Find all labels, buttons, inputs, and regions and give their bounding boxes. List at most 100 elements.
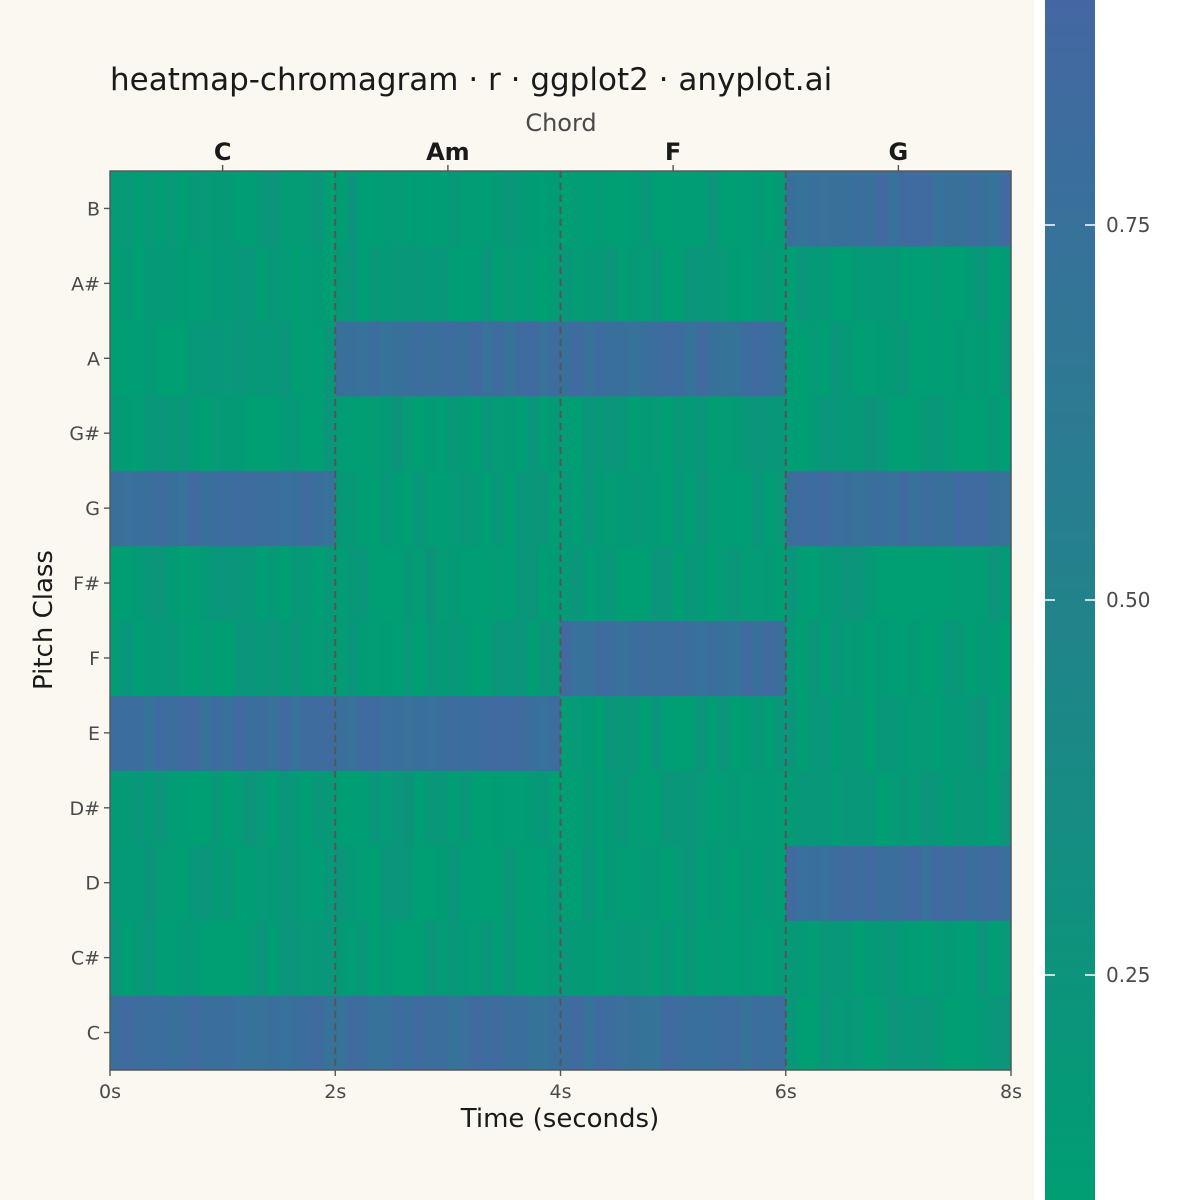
heatmap-cell xyxy=(504,620,517,697)
heatmap-cell xyxy=(177,770,190,846)
heatmap-cell xyxy=(684,395,697,472)
heatmap-cell xyxy=(616,845,629,921)
heatmap-cell xyxy=(943,620,956,697)
heatmap-cell xyxy=(121,920,134,996)
heatmap-cell xyxy=(177,545,190,622)
heatmap-cell xyxy=(357,320,370,397)
heatmap-cell xyxy=(842,695,854,771)
heatmap-cell xyxy=(414,845,426,921)
heatmap-cell xyxy=(909,770,922,846)
heatmap-cell xyxy=(920,845,933,921)
heatmap-cell xyxy=(425,695,438,771)
heatmap-cell xyxy=(143,620,156,697)
heatmap-cell xyxy=(740,845,753,921)
heatmap-cell xyxy=(616,920,629,996)
heatmap-cell xyxy=(200,245,212,322)
heatmap-cell xyxy=(470,320,483,397)
heatmap-cell xyxy=(166,695,179,771)
heatmap-cell xyxy=(290,620,303,697)
heatmap-cell xyxy=(718,245,731,322)
heatmap-cell xyxy=(661,920,674,996)
heatmap-cell xyxy=(222,470,235,547)
heatmap-cell xyxy=(763,845,776,921)
heatmap-cell xyxy=(515,695,528,771)
heatmap-cell xyxy=(402,695,415,771)
heatmap-cell xyxy=(549,171,562,247)
heatmap-cell xyxy=(549,920,562,996)
heatmap-cell xyxy=(143,695,156,771)
heatmap-cell xyxy=(729,920,742,996)
heatmap-cell xyxy=(661,695,674,771)
heatmap-cell xyxy=(684,695,697,771)
heatmap-cell xyxy=(470,920,483,996)
heatmap-cell xyxy=(943,770,956,846)
heatmap-cell xyxy=(211,695,224,771)
heatmap-cell xyxy=(301,320,314,397)
heatmap-cell xyxy=(605,245,618,322)
y-tick-label: C# xyxy=(71,948,100,970)
heatmap-cell xyxy=(932,695,945,771)
heatmap-cell xyxy=(819,695,832,771)
heatmap-cell xyxy=(188,695,201,771)
heatmap-cell xyxy=(661,171,674,247)
heatmap-cell xyxy=(898,620,911,697)
heatmap-cell xyxy=(616,695,629,771)
heatmap-cell xyxy=(537,770,550,846)
heatmap-cell xyxy=(391,845,404,921)
heatmap-cell xyxy=(639,620,652,697)
heatmap-cell xyxy=(830,395,843,472)
heatmap-cell xyxy=(594,920,607,996)
heatmap-cell xyxy=(526,395,539,472)
heatmap-cell xyxy=(200,770,212,846)
heatmap-cell xyxy=(785,245,798,322)
heatmap-cell xyxy=(943,545,956,622)
heatmap-cell xyxy=(245,770,258,846)
heatmap-cell xyxy=(774,845,787,921)
heatmap-cell xyxy=(380,245,393,322)
heatmap-cell xyxy=(718,320,731,397)
heatmap-cell xyxy=(954,320,967,397)
heatmap-cell xyxy=(312,470,325,547)
heatmap-cell xyxy=(819,770,832,846)
heatmap-cell xyxy=(706,395,719,472)
heatmap-cell xyxy=(605,171,618,247)
heatmap-cell xyxy=(988,545,1001,622)
heatmap-cell xyxy=(650,245,663,322)
heatmap-cell xyxy=(526,920,539,996)
heatmap-cell xyxy=(583,920,595,996)
heatmap-cell xyxy=(323,920,336,996)
heatmap-cell xyxy=(695,845,708,921)
heatmap-cell xyxy=(763,171,776,247)
heatmap-cell xyxy=(718,920,731,996)
heatmap-cell xyxy=(943,171,956,247)
heatmap-cell xyxy=(380,920,393,996)
heatmap-cell xyxy=(256,171,269,247)
heatmap-cell xyxy=(346,620,359,697)
heatmap-cell xyxy=(233,620,246,697)
heatmap-cell xyxy=(459,245,471,322)
heatmap-cell xyxy=(256,395,269,472)
heatmap-cell xyxy=(977,320,990,397)
heatmap-cell xyxy=(504,695,517,771)
heatmap-cell xyxy=(166,995,179,1071)
heatmap-cell xyxy=(278,395,291,472)
heatmap-cell xyxy=(616,770,629,846)
x-tick-label: 8s xyxy=(1000,1081,1022,1103)
heatmap-cell xyxy=(954,171,967,247)
heatmap-cell xyxy=(132,171,145,247)
heatmap-cell xyxy=(402,320,415,397)
heatmap-cell xyxy=(256,845,269,921)
heatmap-cell xyxy=(414,620,426,697)
heatmap-cell xyxy=(898,845,911,921)
heatmap-cell xyxy=(481,770,494,846)
colorbar-tick-label: 0.75 xyxy=(1106,213,1151,237)
heatmap-cell xyxy=(920,620,933,697)
heatmap-cell xyxy=(639,995,652,1071)
heatmap-cell xyxy=(932,545,945,622)
heatmap-cell xyxy=(954,470,967,547)
heatmap-cell xyxy=(233,171,246,247)
heatmap-cell xyxy=(594,995,607,1071)
heatmap-cell xyxy=(537,620,550,697)
heatmap-cell xyxy=(785,995,798,1071)
chord-label: G xyxy=(889,138,909,166)
